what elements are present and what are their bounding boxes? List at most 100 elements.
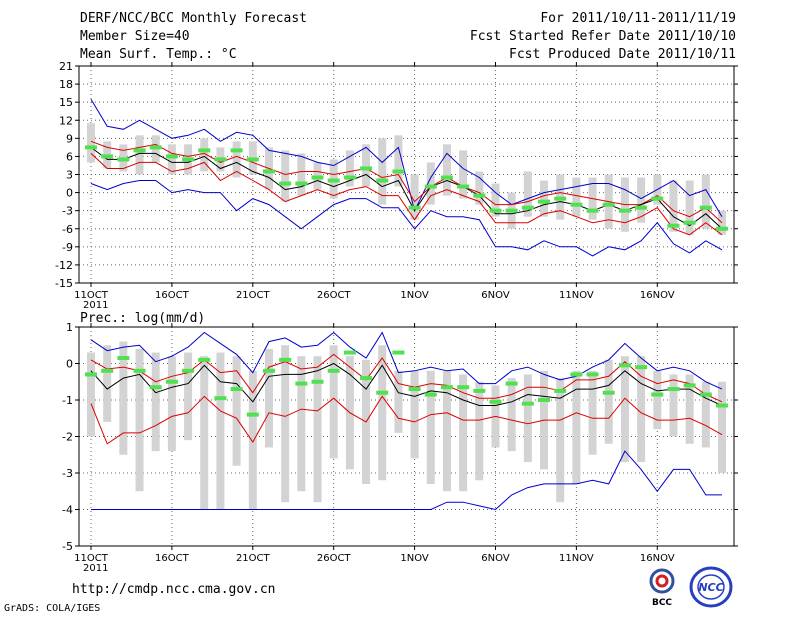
median-marker	[570, 202, 583, 207]
member-range-box	[313, 356, 322, 503]
median-marker	[262, 368, 275, 373]
member-range-box	[281, 150, 290, 202]
median-marker	[521, 205, 534, 210]
median-marker	[117, 356, 130, 361]
member-range-box	[653, 370, 662, 430]
precip-panel-label: Prec.: log(mm/d)	[80, 311, 205, 326]
member-range-box	[718, 210, 726, 235]
member-range-box	[232, 356, 241, 466]
median-marker	[101, 368, 114, 373]
member-range-box	[556, 378, 565, 503]
median-marker	[635, 205, 648, 210]
member-range-box	[345, 150, 354, 187]
member-range-box	[637, 356, 646, 463]
median-marker	[262, 169, 275, 174]
x-tick-label: 26OCT	[317, 290, 352, 301]
median-marker	[424, 184, 437, 189]
median-marker	[392, 350, 405, 355]
member-size: Member Size=40	[80, 29, 190, 44]
median-marker	[618, 363, 631, 368]
ncc-logo-text: NCC	[698, 581, 723, 594]
median-marker	[554, 196, 567, 201]
bcc-logo-text: BCC	[652, 598, 672, 607]
median-marker	[198, 148, 211, 153]
member-range-box	[264, 348, 273, 448]
ensemble-min-line	[91, 450, 722, 511]
member-range-box	[442, 144, 451, 196]
y-tick-label: 18	[59, 78, 73, 91]
member-range-box	[685, 374, 694, 444]
member-range-box	[507, 378, 516, 452]
member-range-box	[87, 352, 95, 437]
x-tick-label: 21OCT	[236, 553, 271, 564]
member-range-box	[216, 352, 225, 510]
member-range-box	[394, 135, 403, 187]
median-marker	[117, 157, 130, 162]
x-tick-label: 1NOV	[400, 553, 429, 564]
median-marker	[440, 385, 453, 390]
y-tick-label: -2	[62, 431, 73, 444]
median-marker	[279, 181, 292, 186]
member-range-box	[103, 345, 112, 422]
member-range-box	[167, 356, 176, 452]
member-range-box	[87, 123, 95, 163]
member-range-box	[297, 153, 306, 196]
member-range-box	[248, 370, 257, 510]
median-marker	[376, 390, 389, 395]
member-range-box	[588, 370, 597, 455]
member-range-box	[378, 138, 387, 205]
member-range-box	[523, 374, 532, 463]
x-year-label: 2011	[83, 300, 108, 311]
member-range-box	[184, 352, 193, 441]
median-marker	[651, 392, 664, 397]
member-range-box	[572, 370, 581, 484]
source-url[interactable]: http://cmdp.ncc.cma.gov.cn	[72, 582, 276, 597]
y-tick-label: 6	[66, 150, 73, 163]
temperature-panel: -15 -12 -9 -6 -3 0 3 6 9 12 15 18 21 11OCT 16OCT 21OCT 2…	[55, 60, 738, 311]
median-marker	[133, 148, 146, 153]
member-range-box	[685, 180, 694, 235]
member-range-box	[135, 348, 144, 492]
member-range-box	[329, 345, 338, 459]
y-tick-label: -4	[62, 504, 73, 517]
x-tick-label: 1NOV	[400, 290, 429, 301]
member-range-box	[426, 162, 435, 205]
member-range-box	[540, 180, 549, 217]
forecast-period: For 2011/10/11-2011/11/19	[540, 11, 736, 26]
median-marker	[360, 376, 373, 381]
x-tick-label: 16OCT	[155, 553, 190, 564]
y-tick-label: 15	[59, 96, 73, 109]
precipitation-panel: -5 -4 -3 -2 -1 0 1 11OCT 16OCT 21OCT 26OCT 1NOV 6NOV…	[62, 321, 738, 574]
y-tick-label: 21	[59, 60, 73, 73]
x-tick-label: 11OCT	[74, 553, 109, 564]
member-range-box	[135, 135, 144, 175]
median-marker	[360, 166, 373, 171]
member-range-box	[119, 341, 128, 455]
median-marker	[311, 175, 324, 180]
member-range-box	[491, 183, 500, 217]
median-marker	[311, 379, 324, 384]
median-marker	[85, 372, 97, 377]
median-marker	[554, 388, 567, 393]
y-tick-label: 12	[59, 114, 73, 127]
median-marker	[586, 372, 599, 377]
median-marker	[716, 226, 728, 231]
variable-label: Mean Surf. Temp.: °C	[80, 47, 237, 62]
median-marker	[101, 154, 114, 159]
member-range-box	[200, 356, 209, 510]
median-marker	[635, 365, 648, 370]
median-marker	[505, 381, 518, 386]
member-range-box	[669, 374, 678, 437]
median-marker	[440, 175, 453, 180]
member-range-box	[297, 356, 306, 492]
median-marker	[457, 184, 470, 189]
median-marker	[489, 208, 502, 213]
spread-upper-line	[90, 140, 723, 224]
median-marker	[602, 390, 615, 395]
member-range-box	[475, 171, 484, 205]
x-tick-label: 16NOV	[640, 553, 675, 564]
spread-lower-line	[90, 395, 723, 445]
median-marker	[586, 208, 599, 213]
ensemble-max-line	[90, 331, 723, 390]
median-marker	[230, 387, 243, 392]
